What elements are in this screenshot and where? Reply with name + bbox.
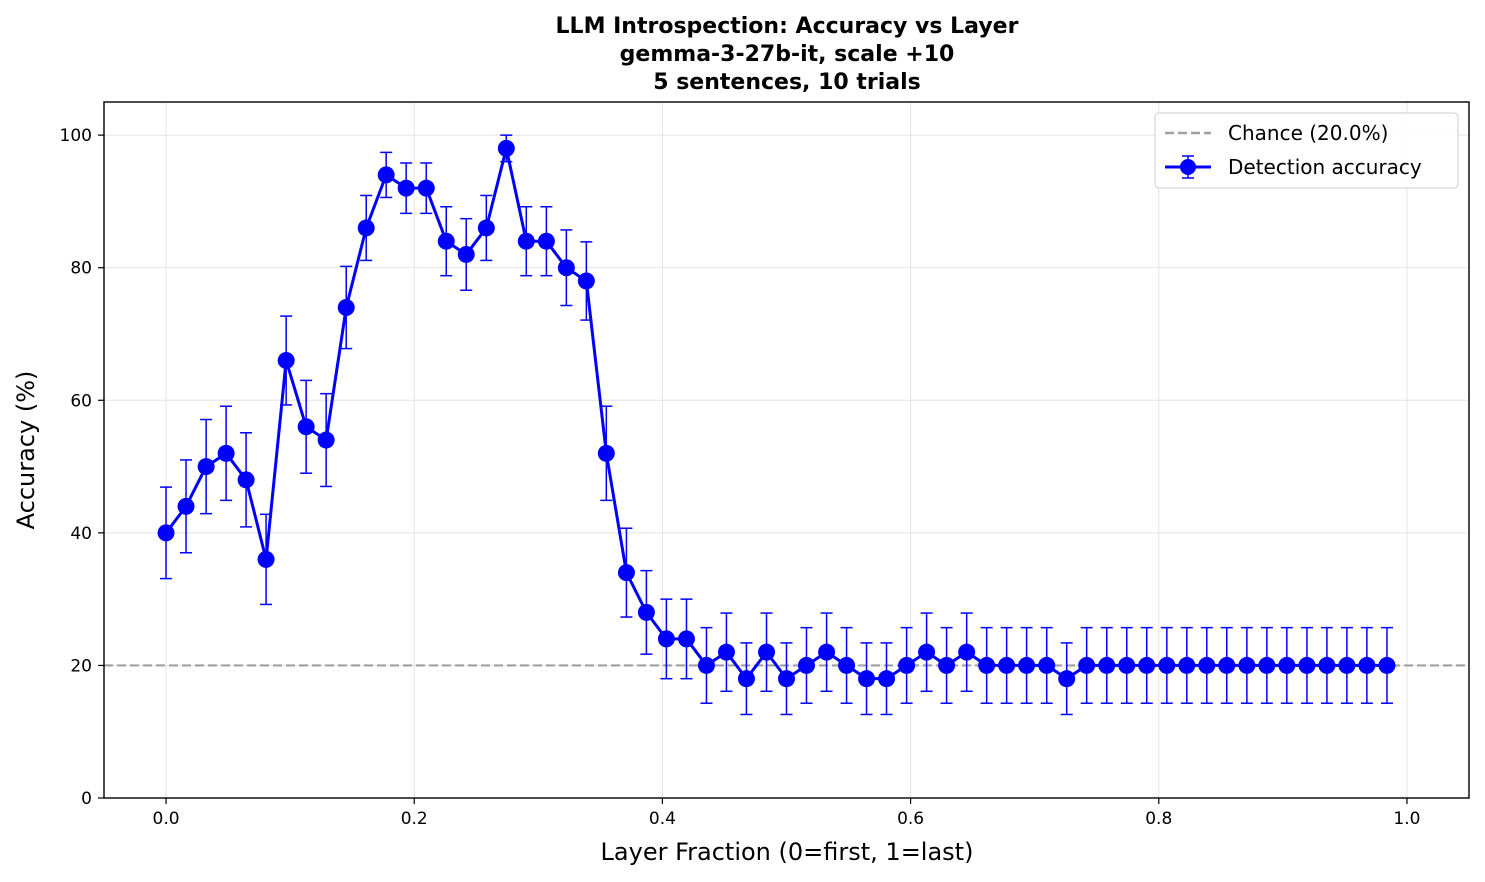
y-tick-label: 80 xyxy=(70,259,92,279)
data-point xyxy=(1258,656,1276,674)
data-point xyxy=(1098,656,1116,674)
data-point xyxy=(858,670,876,688)
data-point xyxy=(577,272,595,290)
data-point xyxy=(257,550,275,568)
data-point xyxy=(797,656,815,674)
x-axis-ticks: 0.0 0.2 0.4 0.6 0.8 1.0 xyxy=(153,798,1420,829)
data-point xyxy=(758,643,776,661)
data-point xyxy=(317,431,335,449)
data-point xyxy=(1298,656,1316,674)
chart-title-line-3: 5 sentences, 10 trials xyxy=(653,70,920,95)
data-point xyxy=(157,524,175,542)
data-point xyxy=(1078,656,1096,674)
chart-title-line-2: gemma-3-27b-it, scale +10 xyxy=(620,42,955,67)
data-point xyxy=(1058,670,1076,688)
data-point xyxy=(197,458,215,476)
data-point xyxy=(557,259,575,277)
data-point xyxy=(1138,656,1156,674)
legend-series-swatch-marker xyxy=(1180,159,1196,175)
plot-area-frame xyxy=(103,101,1470,799)
data-point xyxy=(237,471,255,489)
y-tick-label: 20 xyxy=(70,656,92,676)
data-point xyxy=(597,444,615,462)
data-point xyxy=(177,497,195,515)
legend-series-label: Detection accuracy xyxy=(1228,155,1422,179)
data-point xyxy=(818,643,836,661)
chart-title-line-1: LLM Introspection: Accuracy vs Layer xyxy=(556,14,1019,39)
x-tick-label: 0.4 xyxy=(649,809,676,829)
data-point xyxy=(1178,656,1196,674)
data-point xyxy=(717,643,735,661)
data-point xyxy=(1218,656,1236,674)
data-point xyxy=(457,245,475,263)
data-point xyxy=(397,179,415,197)
data-point xyxy=(778,670,795,688)
data-point xyxy=(1198,656,1216,674)
data-point xyxy=(1038,656,1056,674)
data-point xyxy=(1338,656,1356,674)
x-axis-label: Layer Fraction (0=first, 1=last) xyxy=(601,838,974,866)
y-axis-label: Accuracy (%) xyxy=(12,371,40,530)
data-point xyxy=(517,232,535,250)
data-point xyxy=(958,643,976,661)
x-tick-label: 0.2 xyxy=(401,809,428,829)
legend-chance-label: Chance (20.0%) xyxy=(1228,121,1388,145)
data-point xyxy=(497,139,515,157)
data-point xyxy=(297,418,315,436)
data-point xyxy=(1278,656,1296,674)
y-tick-label: 0 xyxy=(81,789,92,809)
data-point xyxy=(998,656,1016,674)
data-point xyxy=(217,444,235,462)
data-point xyxy=(637,603,655,621)
data-point xyxy=(918,643,936,661)
legend-box xyxy=(1154,112,1459,189)
data-point xyxy=(1318,656,1336,674)
data-point xyxy=(1238,656,1256,674)
data-point xyxy=(377,166,395,184)
data-point xyxy=(878,670,896,688)
data-point xyxy=(657,630,675,648)
data-point xyxy=(277,352,295,370)
data-point xyxy=(697,656,715,674)
y-axis-ticks: 0 20 40 60 80 100 xyxy=(60,126,104,809)
data-point xyxy=(337,298,355,316)
x-tick-label: 0.6 xyxy=(897,809,924,829)
data-point xyxy=(437,232,455,250)
x-tick-label: 0.0 xyxy=(153,809,180,829)
data-points xyxy=(157,139,1396,688)
data-point xyxy=(737,670,755,688)
data-point xyxy=(1118,656,1136,674)
data-point xyxy=(938,656,956,674)
data-point xyxy=(838,656,856,674)
data-point xyxy=(1158,656,1176,674)
data-point xyxy=(417,179,435,197)
data-point xyxy=(1358,656,1376,674)
data-point xyxy=(1018,656,1036,674)
y-tick-label: 40 xyxy=(70,524,92,544)
y-tick-label: 100 xyxy=(60,126,92,146)
data-point xyxy=(617,564,635,582)
data-point xyxy=(477,219,495,237)
data-point xyxy=(537,232,555,250)
data-point xyxy=(1378,656,1396,674)
y-tick-label: 60 xyxy=(70,391,92,411)
legend: Chance (20.0%) Detection accuracy xyxy=(1154,112,1459,189)
data-point xyxy=(677,630,695,648)
data-point xyxy=(357,219,375,237)
data-point xyxy=(898,656,916,674)
data-point xyxy=(978,656,996,674)
x-tick-label: 0.8 xyxy=(1145,809,1172,829)
x-tick-label: 1.0 xyxy=(1393,809,1420,829)
